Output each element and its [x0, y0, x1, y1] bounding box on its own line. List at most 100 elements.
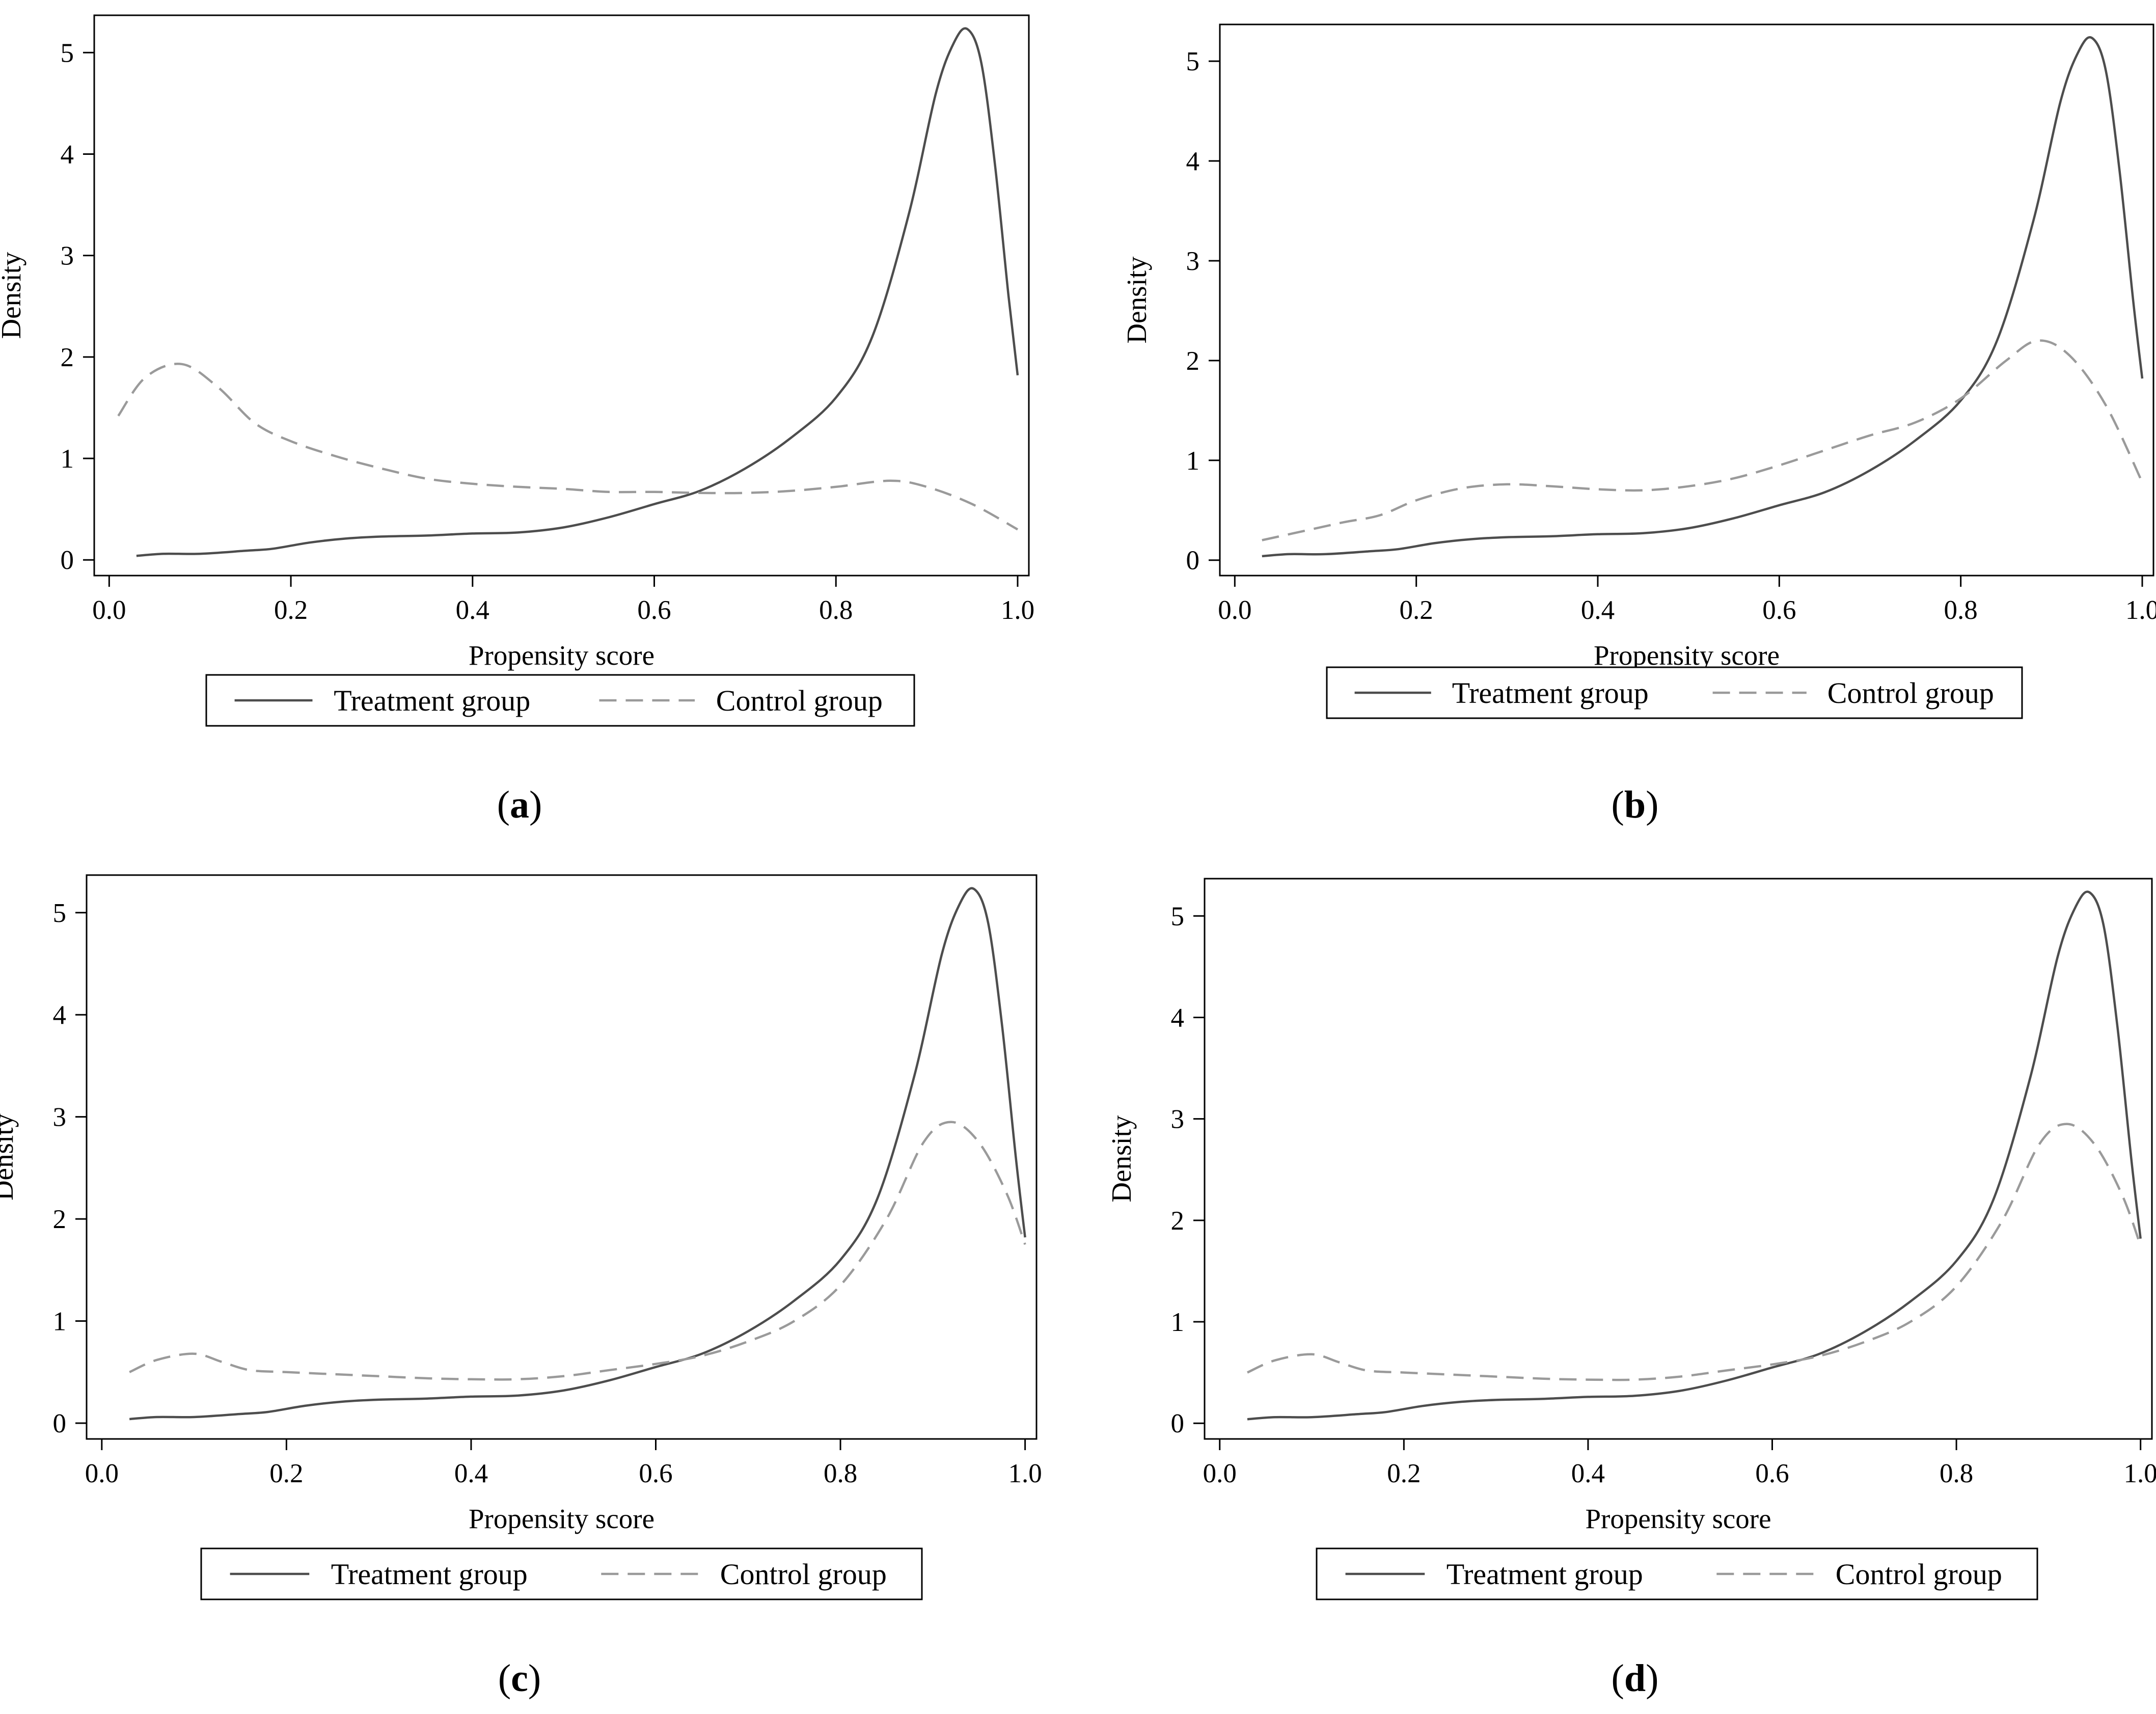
panel-label: (a) — [497, 783, 542, 826]
x-axis-title: Propensity score — [469, 1503, 654, 1534]
panel-label-close-paren: ) — [528, 1657, 541, 1700]
legend-treatment-label: Treatment group — [1452, 676, 1649, 710]
x-tick-label: 1.0 — [2124, 1459, 2156, 1488]
y-tick-label: 1 — [61, 444, 74, 474]
treatment-group-line — [136, 27, 1019, 557]
plot-frame — [86, 874, 1038, 1440]
x-tick-label: 0.6 — [1762, 595, 1796, 625]
legend-control-label: Control group — [720, 1558, 887, 1591]
x-tick-label: 0.4 — [454, 1459, 488, 1488]
x-tick-label: 1.0 — [1001, 595, 1034, 625]
panel-label-open-paren: ( — [1612, 783, 1624, 826]
panel-label: (d) — [1612, 1657, 1659, 1700]
y-tick-label: 5 — [1171, 902, 1185, 931]
x-tick-label: 0.8 — [819, 595, 853, 625]
x-tick-label: 1.0 — [2125, 595, 2156, 625]
y-tick-label: 4 — [1171, 1003, 1185, 1032]
panel-label-close-paren: ) — [1646, 783, 1658, 826]
x-tick-label: 1.0 — [1008, 1459, 1042, 1488]
y-tick-label: 1 — [1171, 1308, 1185, 1337]
x-tick-label: 0.0 — [1203, 1459, 1237, 1488]
x-tick-label: 0.8 — [1944, 595, 1978, 625]
y-tick-label: 0 — [1171, 1409, 1185, 1438]
plot-frame — [93, 14, 1030, 577]
y-axis-title: Density — [1121, 256, 1152, 344]
panel-label-open-paren: ( — [497, 783, 510, 826]
y-tick-label: 5 — [1186, 47, 1200, 76]
panel-label-letter: b — [1624, 783, 1646, 826]
y-axis-title: Density — [0, 252, 26, 339]
treatment-group-line — [129, 887, 1026, 1421]
y-tick-label: 3 — [1171, 1105, 1185, 1134]
y-tick-label: 3 — [53, 1103, 67, 1132]
y-tick-label: 4 — [53, 1000, 67, 1030]
x-tick-label: 0.8 — [1940, 1459, 1973, 1488]
x-axis-title: Propensity score — [469, 640, 654, 671]
panel-label-open-paren: ( — [1612, 1657, 1624, 1700]
legend-box — [1316, 1547, 2038, 1600]
y-tick-label: 3 — [1186, 247, 1200, 276]
chart-panel-d: 0.0 0.2 0.4 0.6 0.8 1.0 0 1 2 3 4 5 Propensity score… — [1106, 878, 2156, 1700]
x-tick-label: 0.2 — [1400, 595, 1433, 625]
y-tick-label: 3 — [61, 241, 74, 271]
x-axis-title: Propensity score — [1585, 1503, 1771, 1534]
y-tick-label: 2 — [1171, 1206, 1185, 1236]
x-tick-label: 0.4 — [1581, 595, 1615, 625]
panel-label-letter: c — [511, 1657, 528, 1700]
x-tick-label: 0.4 — [1571, 1459, 1605, 1488]
legend-control-label: Control group — [716, 684, 883, 717]
control-group-line — [129, 1121, 1026, 1381]
y-tick-label: 0 — [53, 1409, 67, 1438]
chart-panel-a: 0.0 0.2 0.4 0.6 0.8 1.0 0 1 2 3 4 5 Propensity score… — [0, 14, 1034, 826]
y-tick-label: 2 — [61, 343, 74, 372]
legend-box — [200, 1547, 923, 1600]
legend-control-label: Control group — [1836, 1558, 2002, 1591]
x-tick-label: 0.0 — [92, 595, 126, 625]
control-group-line — [117, 363, 1019, 531]
x-tick-label: 0.6 — [637, 595, 671, 625]
panel-label-letter: a — [510, 783, 529, 826]
legend-box — [205, 674, 915, 727]
panel-label: (b) — [1612, 783, 1659, 826]
x-tick-label: 0.2 — [1387, 1459, 1421, 1488]
panel-label-open-paren: ( — [498, 1657, 511, 1700]
x-tick-label: 0.0 — [85, 1459, 119, 1488]
panel-label-close-paren: ) — [529, 783, 542, 826]
panel-label-close-paren: ) — [1646, 1657, 1658, 1700]
legend-treatment-label: Treatment group — [331, 1558, 528, 1591]
y-tick-label: 4 — [1186, 147, 1200, 176]
y-tick-label: 2 — [1186, 346, 1200, 376]
x-tick-label: 0.6 — [639, 1459, 672, 1488]
y-tick-label: 0 — [61, 546, 74, 575]
y-tick-label: 4 — [61, 140, 74, 169]
x-tick-label: 0.2 — [274, 595, 308, 625]
control-group-line — [1247, 1123, 2142, 1381]
x-tick-label: 0.4 — [456, 595, 489, 625]
legend-control-label: Control group — [1827, 676, 1994, 710]
plot-frame — [1219, 23, 2154, 577]
legend-treatment-label: Treatment group — [334, 684, 530, 717]
y-tick-label: 5 — [53, 899, 67, 928]
panel-label-letter: d — [1624, 1657, 1646, 1700]
plot-frame — [1204, 878, 2153, 1440]
legend-treatment-label: Treatment group — [1447, 1558, 1643, 1591]
panel-label: (c) — [498, 1657, 541, 1700]
chart-panel-c: 0.0 0.2 0.4 0.6 0.8 1.0 0 1 2 3 4 5 Propensity score… — [0, 874, 1042, 1700]
x-tick-label: 0.8 — [824, 1459, 857, 1488]
y-tick-label: 2 — [53, 1205, 67, 1234]
control-group-line — [1262, 339, 2144, 541]
treatment-group-line — [1247, 890, 2142, 1421]
y-tick-label: 1 — [53, 1307, 67, 1337]
treatment-group-line — [1262, 36, 2144, 558]
x-tick-label: 0.6 — [1755, 1459, 1789, 1488]
y-tick-label: 0 — [1186, 546, 1200, 576]
y-tick-label: 1 — [1186, 446, 1200, 476]
y-axis-title: Density — [1106, 1115, 1137, 1203]
chart-panel-b: 0.0 0.2 0.4 0.6 0.8 1.0 0 1 2 3 4 5 Propensity score… — [1121, 23, 2156, 826]
x-tick-label: 0.0 — [1218, 595, 1251, 625]
y-tick-label: 5 — [61, 38, 74, 68]
legend-box — [1326, 666, 2023, 719]
y-axis-title: Density — [0, 1113, 19, 1201]
x-axis-title: Propensity score — [1594, 640, 1780, 671]
